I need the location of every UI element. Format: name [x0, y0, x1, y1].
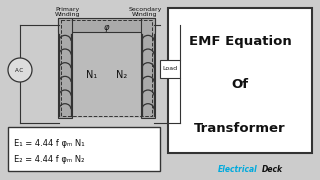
Bar — [8, 127, 160, 171]
Text: A.C: A.C — [15, 68, 25, 73]
Bar — [61, 20, 152, 116]
Text: N₁: N₁ — [86, 70, 97, 80]
Text: Secondary
Winding: Secondary Winding — [128, 7, 162, 17]
Text: E₁ = 4.44 f φₘ N₁: E₁ = 4.44 f φₘ N₁ — [14, 138, 84, 147]
Text: E₂ = 4.44 f φₘ N₂: E₂ = 4.44 f φₘ N₂ — [14, 156, 84, 165]
Text: φ: φ — [104, 22, 109, 32]
Text: Electrical: Electrical — [218, 165, 258, 174]
Bar — [168, 8, 312, 153]
Text: Deck: Deck — [262, 165, 283, 174]
Bar — [58, 18, 72, 118]
Bar — [160, 60, 180, 78]
Text: Transformer: Transformer — [194, 122, 286, 134]
Text: Of: Of — [231, 78, 249, 91]
Text: N₂: N₂ — [116, 70, 127, 80]
Bar — [141, 18, 155, 118]
Text: EMF Equation: EMF Equation — [188, 35, 292, 48]
Text: Primary
Winding: Primary Winding — [55, 7, 81, 17]
Circle shape — [8, 58, 32, 82]
Text: Load: Load — [163, 66, 178, 71]
Bar — [72, 32, 141, 118]
Bar — [58, 18, 155, 32]
